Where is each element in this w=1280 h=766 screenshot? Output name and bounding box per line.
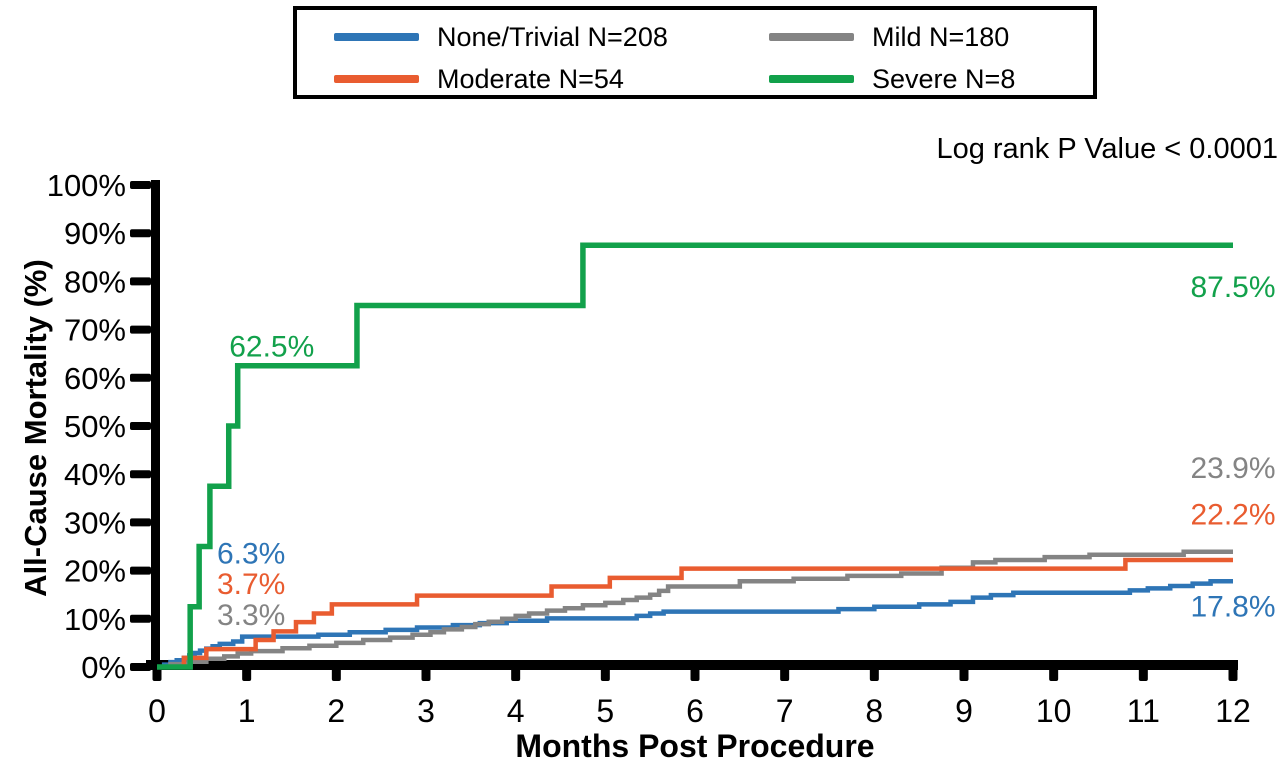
x-tick-label: 3	[417, 693, 435, 729]
annotation-22.2: 22.2%	[1190, 499, 1275, 532]
legend-swatch-severe	[769, 75, 854, 83]
y-tick-label: 90%	[64, 216, 126, 251]
annotation-62.5: 62.5%	[229, 330, 314, 363]
legend-item-none-trivial: None/Trivial N=208	[334, 22, 668, 52]
annotation-87.5: 87.5%	[1190, 271, 1275, 304]
y-tick	[130, 663, 151, 671]
legend-swatch-mild	[769, 33, 854, 41]
legend-label-moderate: Moderate N=54	[437, 63, 624, 94]
x-tick	[869, 660, 879, 681]
y-axis-line	[151, 180, 160, 670]
annotation-3.3: 3.3%	[217, 599, 285, 632]
y-tick	[130, 566, 151, 575]
x-tick-label: 4	[507, 693, 525, 729]
x-tick	[1049, 660, 1059, 681]
curve-severe-n-8	[157, 242, 1233, 670]
y-tick-label: 100%	[47, 168, 126, 203]
annotation-23.9: 23.9%	[1190, 452, 1275, 485]
x-tick-label: 10	[1036, 693, 1072, 729]
y-tick	[130, 277, 151, 286]
y-tick	[130, 229, 151, 238]
y-tick-label: 10%	[64, 602, 126, 637]
legend-label-mild: Mild N=180	[872, 21, 1010, 52]
y-tick-label: 60%	[64, 361, 126, 396]
y-tick	[130, 470, 151, 479]
y-tick-label: 20%	[64, 554, 126, 589]
y-tick-label: 70%	[64, 313, 126, 348]
x-tick-label: 12	[1215, 693, 1251, 729]
x-tick	[600, 660, 610, 681]
x-tick	[242, 660, 252, 681]
x-tick-label: 2	[327, 693, 345, 729]
y-tick	[130, 181, 151, 189]
legend-item-mild: Mild N=180	[769, 22, 1009, 52]
x-tick-label: 9	[955, 693, 973, 729]
y-tick-label: 80%	[64, 264, 126, 299]
curve-moderate-n-54	[157, 557, 1233, 670]
x-tick	[690, 660, 700, 681]
x-tick	[959, 660, 969, 681]
x-tick	[331, 660, 341, 681]
legend-label-severe: Severe N=8	[872, 63, 1016, 94]
annotation-6.3: 6.3%	[217, 538, 285, 571]
x-tick-label: 7	[776, 693, 794, 729]
y-tick	[130, 518, 151, 527]
x-tick-label: 0	[148, 693, 166, 729]
x-tick	[152, 660, 162, 681]
y-tick	[130, 614, 151, 623]
x-tick-label: 1	[238, 693, 256, 729]
x-tick	[1228, 660, 1238, 681]
y-tick	[130, 325, 151, 334]
y-tick	[130, 373, 151, 382]
x-tick-label: 11	[1127, 693, 1160, 729]
x-axis-title: Months Post Procedure	[515, 728, 875, 764]
x-tick	[511, 660, 521, 681]
x-tick	[780, 660, 790, 681]
annotation-3.7: 3.7%	[217, 568, 285, 601]
x-tick	[421, 660, 431, 681]
y-tick-label: 30%	[64, 505, 126, 540]
x-tick-label: 8	[865, 693, 883, 729]
y-tick	[130, 422, 151, 430]
x-tick	[1138, 660, 1148, 681]
curve-none-trivial-n-208	[157, 578, 1233, 670]
x-tick-label: 6	[686, 693, 704, 729]
annotation-17.8: 17.8%	[1190, 590, 1275, 623]
legend-item-moderate: Moderate N=54	[334, 64, 624, 94]
legend: None/Trivial N=208 Mild N=180 Moderate N…	[293, 6, 1097, 99]
legend-swatch-moderate	[334, 75, 419, 83]
y-tick-label: 40%	[64, 457, 126, 492]
legend-item-severe: Severe N=8	[769, 64, 1015, 94]
legend-swatch-none-trivial	[334, 33, 419, 41]
legend-label-none-trivial: None/Trivial N=208	[437, 21, 668, 52]
log-rank-p-value: Log rank P Value < 0.0001	[936, 133, 1278, 165]
y-tick-label: 0%	[81, 650, 126, 685]
y-tick-label: 50%	[64, 409, 126, 444]
curve-mild-n-180	[157, 549, 1233, 670]
x-tick-label: 5	[596, 693, 614, 729]
